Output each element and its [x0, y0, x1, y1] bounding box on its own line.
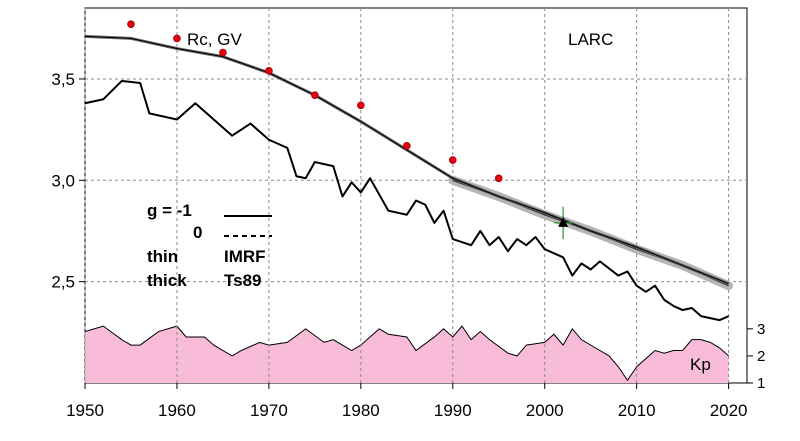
y-axis-label: Rc, GV: [187, 30, 242, 49]
red-point: [311, 91, 319, 99]
kp-area: [85, 326, 729, 383]
triangle-point: [558, 216, 569, 227]
x-tick-label: 1980: [342, 401, 380, 420]
y-tick-label: 2,5: [51, 273, 75, 292]
legend-g-label: g = -1: [147, 201, 192, 220]
x-tick-label: 1950: [66, 401, 104, 420]
red-point: [219, 48, 227, 57]
red-point: [357, 101, 365, 110]
series-group: [84, 34, 734, 322]
legend-thick-label: thick: [147, 271, 187, 290]
chart-title: LARC: [568, 30, 613, 49]
legend-thin-label: thin: [147, 247, 178, 266]
kp-tick-label: 1: [757, 375, 765, 392]
series-thick-line: [84, 79, 730, 322]
kp-tick-label: 2: [757, 348, 765, 365]
plot-frame: [84, 7, 748, 384]
legend-thick-model: Ts89: [224, 271, 262, 290]
red-point: [403, 142, 411, 150]
points-group: [127, 20, 573, 240]
series-thin-line: [84, 35, 729, 285]
red-point: [448, 156, 457, 164]
x-tick-label: 1970: [250, 401, 288, 420]
red-point: [494, 174, 503, 183]
axis-labels: 1950 1960 1970 1980 1990 2000 2010 2020 3,5 3,0 2,…: [51, 70, 747, 420]
x-tick-label: 1990: [434, 401, 472, 420]
kp-panel: 3 2 1: [84, 321, 765, 392]
x-tick-label: 2010: [618, 401, 656, 420]
red-point: [265, 67, 273, 75]
x-tick-label: 2020: [710, 401, 748, 420]
y-tick-label: 3,0: [51, 171, 75, 190]
red-point: [173, 34, 181, 43]
kp-tick-label: 3: [757, 321, 765, 338]
y-tick-label: 3,5: [51, 70, 75, 89]
kp-label: Kp: [690, 355, 711, 374]
kp-line: [84, 325, 729, 382]
grid: [84, 8, 747, 383]
legend-g-zero: 0: [193, 223, 202, 242]
legend-thin-model: IMRF: [224, 247, 266, 266]
x-tick-label: 1960: [158, 401, 196, 420]
legend-block: g = -1 0 thin IMRF thick Ts89: [147, 201, 272, 290]
x-tick-label: 2000: [526, 401, 564, 420]
red-point: [127, 20, 135, 29]
